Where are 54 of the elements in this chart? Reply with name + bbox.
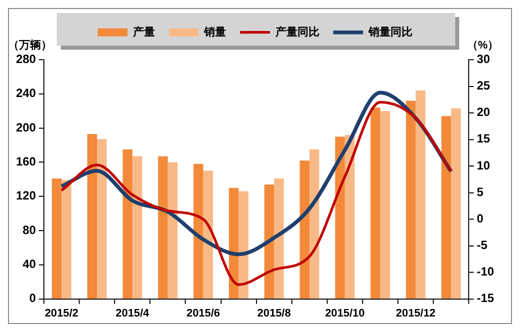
- bar: [132, 156, 142, 298]
- y-tick-label: 200: [16, 120, 36, 134]
- y2-tick-label: -5: [476, 238, 488, 252]
- y2-tick-label: -10: [476, 264, 494, 279]
- bar: [122, 149, 132, 298]
- y-axis-title: （万辆）: [8, 38, 52, 52]
- line-series: [60, 100, 452, 286]
- bar: [451, 108, 461, 298]
- legend-label: 产量同比: [274, 25, 320, 38]
- bar: [168, 162, 178, 298]
- y2-tick-label: 30: [476, 52, 490, 66]
- bar: [87, 134, 97, 298]
- bar: [97, 139, 107, 298]
- y2-tick-label: -15: [476, 291, 494, 306]
- y2-tick-label: 20: [476, 105, 490, 120]
- x-tick-label: 2015/10: [325, 307, 365, 320]
- y-tick-label: 0: [29, 291, 36, 306]
- y2-tick-label: 15: [476, 132, 490, 146]
- y2-tick-label: 10: [476, 158, 490, 172]
- y2-tick-label: 5: [476, 184, 484, 199]
- bar: [335, 136, 345, 298]
- bar: [62, 180, 72, 298]
- y-tick-label: 240: [16, 86, 36, 100]
- bar: [309, 149, 320, 298]
- y2-tick-label: 25: [476, 78, 490, 93]
- bar: [441, 116, 452, 298]
- bar: [300, 160, 310, 298]
- y-tick-label: 280: [16, 52, 36, 66]
- bar: [274, 178, 284, 298]
- x-tick-label: 2015/12: [396, 307, 436, 320]
- x-tick-label: 2015/2: [44, 307, 78, 320]
- legend-label: 销量: [203, 26, 226, 38]
- bar: [203, 170, 213, 298]
- x-tick-label: 2015/6: [186, 307, 220, 320]
- y-tick-label: 160: [16, 154, 36, 169]
- bar: [370, 108, 380, 298]
- bar: [264, 184, 274, 298]
- y2-tick-label: 0: [476, 212, 484, 226]
- y-tick-label: 120: [16, 188, 36, 203]
- bar: [416, 90, 426, 298]
- bar: [406, 100, 416, 298]
- bar: [158, 156, 168, 298]
- y-tick-label: 80: [22, 222, 36, 237]
- y-tick-label: 40: [22, 257, 36, 272]
- bar: [228, 188, 239, 298]
- x-tick-label: 2015/4: [116, 307, 150, 320]
- x-tick-label: 2015/8: [257, 307, 291, 320]
- bar: [238, 191, 248, 298]
- bar: [193, 164, 204, 298]
- bar: [380, 110, 390, 298]
- y2-axis-title: （%）: [466, 39, 499, 52]
- legend-label: 产量: [132, 25, 156, 38]
- bar: [52, 178, 62, 298]
- legend-label: 销量同比: [368, 25, 413, 38]
